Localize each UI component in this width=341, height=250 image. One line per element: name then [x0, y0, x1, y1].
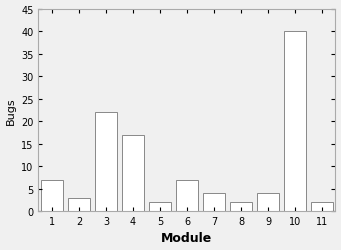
Bar: [95, 112, 117, 211]
Bar: [122, 135, 144, 211]
Bar: [257, 193, 279, 211]
Bar: [203, 193, 225, 211]
Bar: [230, 202, 252, 211]
Bar: [311, 202, 333, 211]
X-axis label: Module: Module: [161, 232, 212, 244]
Bar: [176, 180, 198, 211]
Bar: [284, 32, 306, 211]
Y-axis label: Bugs: Bugs: [5, 96, 16, 124]
Bar: [149, 202, 171, 211]
Bar: [41, 180, 63, 211]
Bar: [68, 198, 90, 211]
